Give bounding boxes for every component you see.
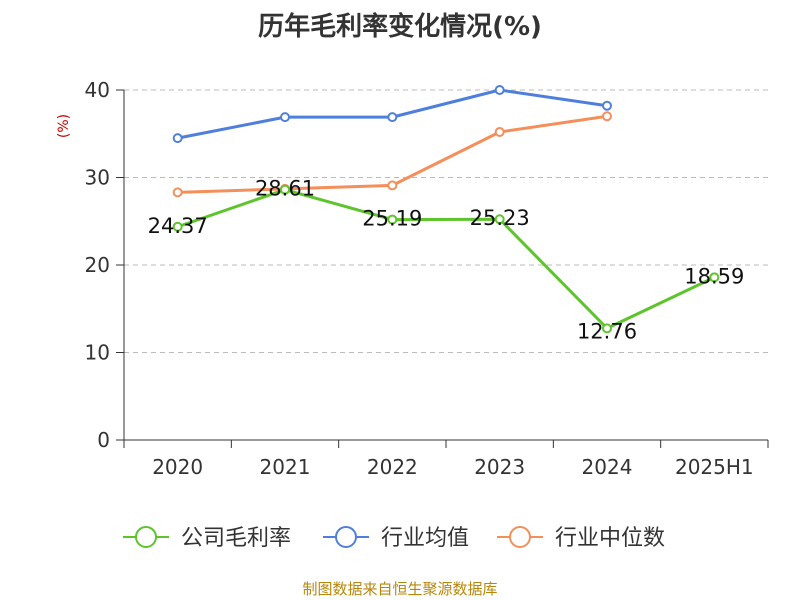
x-ticks: 2020 2021 2022 2023 2024 2025H1 — [123, 440, 769, 479]
data-label: 28.61 — [255, 177, 315, 201]
axes — [123, 90, 768, 441]
y-tick-label: 20 — [85, 253, 110, 277]
y-tick-label: 40 — [85, 78, 110, 102]
x-tick-label: 2024 — [582, 455, 633, 479]
data-point — [494, 214, 505, 225]
data-point — [172, 187, 183, 198]
data-point — [280, 112, 290, 123]
source-note: 制图数据来自恒生聚源数据库 — [302, 580, 498, 598]
data-point — [602, 111, 612, 122]
y-ticks: 0 10 20 30 40 — [85, 78, 124, 452]
legend-marker — [335, 526, 357, 548]
data-point — [602, 100, 612, 111]
legend: 公司毛利率 行业均值 行业中位数 — [123, 526, 665, 551]
x-tick-label: 2025H1 — [675, 455, 754, 479]
data-label: 18.59 — [684, 264, 744, 288]
data-point — [602, 323, 612, 334]
data-point — [709, 272, 720, 283]
data-point — [280, 184, 290, 195]
y-tick-label: 10 — [85, 341, 110, 365]
x-tick-label: 2023 — [474, 455, 525, 479]
legend-label: 行业均值 — [381, 526, 469, 551]
data-labels: 24.37 28.61 25.19 25.23 12.76 18.59 — [148, 177, 745, 344]
data-point — [387, 112, 398, 123]
data-point — [494, 85, 505, 95]
x-tick-label: 2022 — [367, 455, 418, 479]
data-point — [387, 180, 398, 191]
data-point — [494, 127, 505, 137]
data-label: 12.76 — [577, 319, 637, 343]
series — [172, 85, 720, 334]
data-point — [172, 133, 183, 144]
x-tick-label: 2020 — [152, 455, 203, 479]
legend-marker — [135, 526, 157, 548]
data-label: 24.37 — [148, 214, 208, 238]
y-tick-label: 0 — [97, 428, 110, 452]
data-label: 25.19 — [362, 207, 422, 231]
y-axis-label: (%) — [56, 114, 72, 138]
legend-marker — [509, 526, 531, 548]
data-label: 25.23 — [470, 206, 530, 230]
data-point — [387, 214, 398, 225]
y-tick-label: 30 — [85, 166, 110, 190]
legend-label: 公司毛利率 — [181, 526, 291, 551]
series-line — [177, 188, 715, 330]
x-tick-label: 2021 — [260, 455, 311, 479]
data-point — [172, 221, 183, 232]
legend-label: 行业中位数 — [555, 526, 665, 551]
chart-title: 历年毛利率变化情况(%) — [258, 12, 542, 42]
